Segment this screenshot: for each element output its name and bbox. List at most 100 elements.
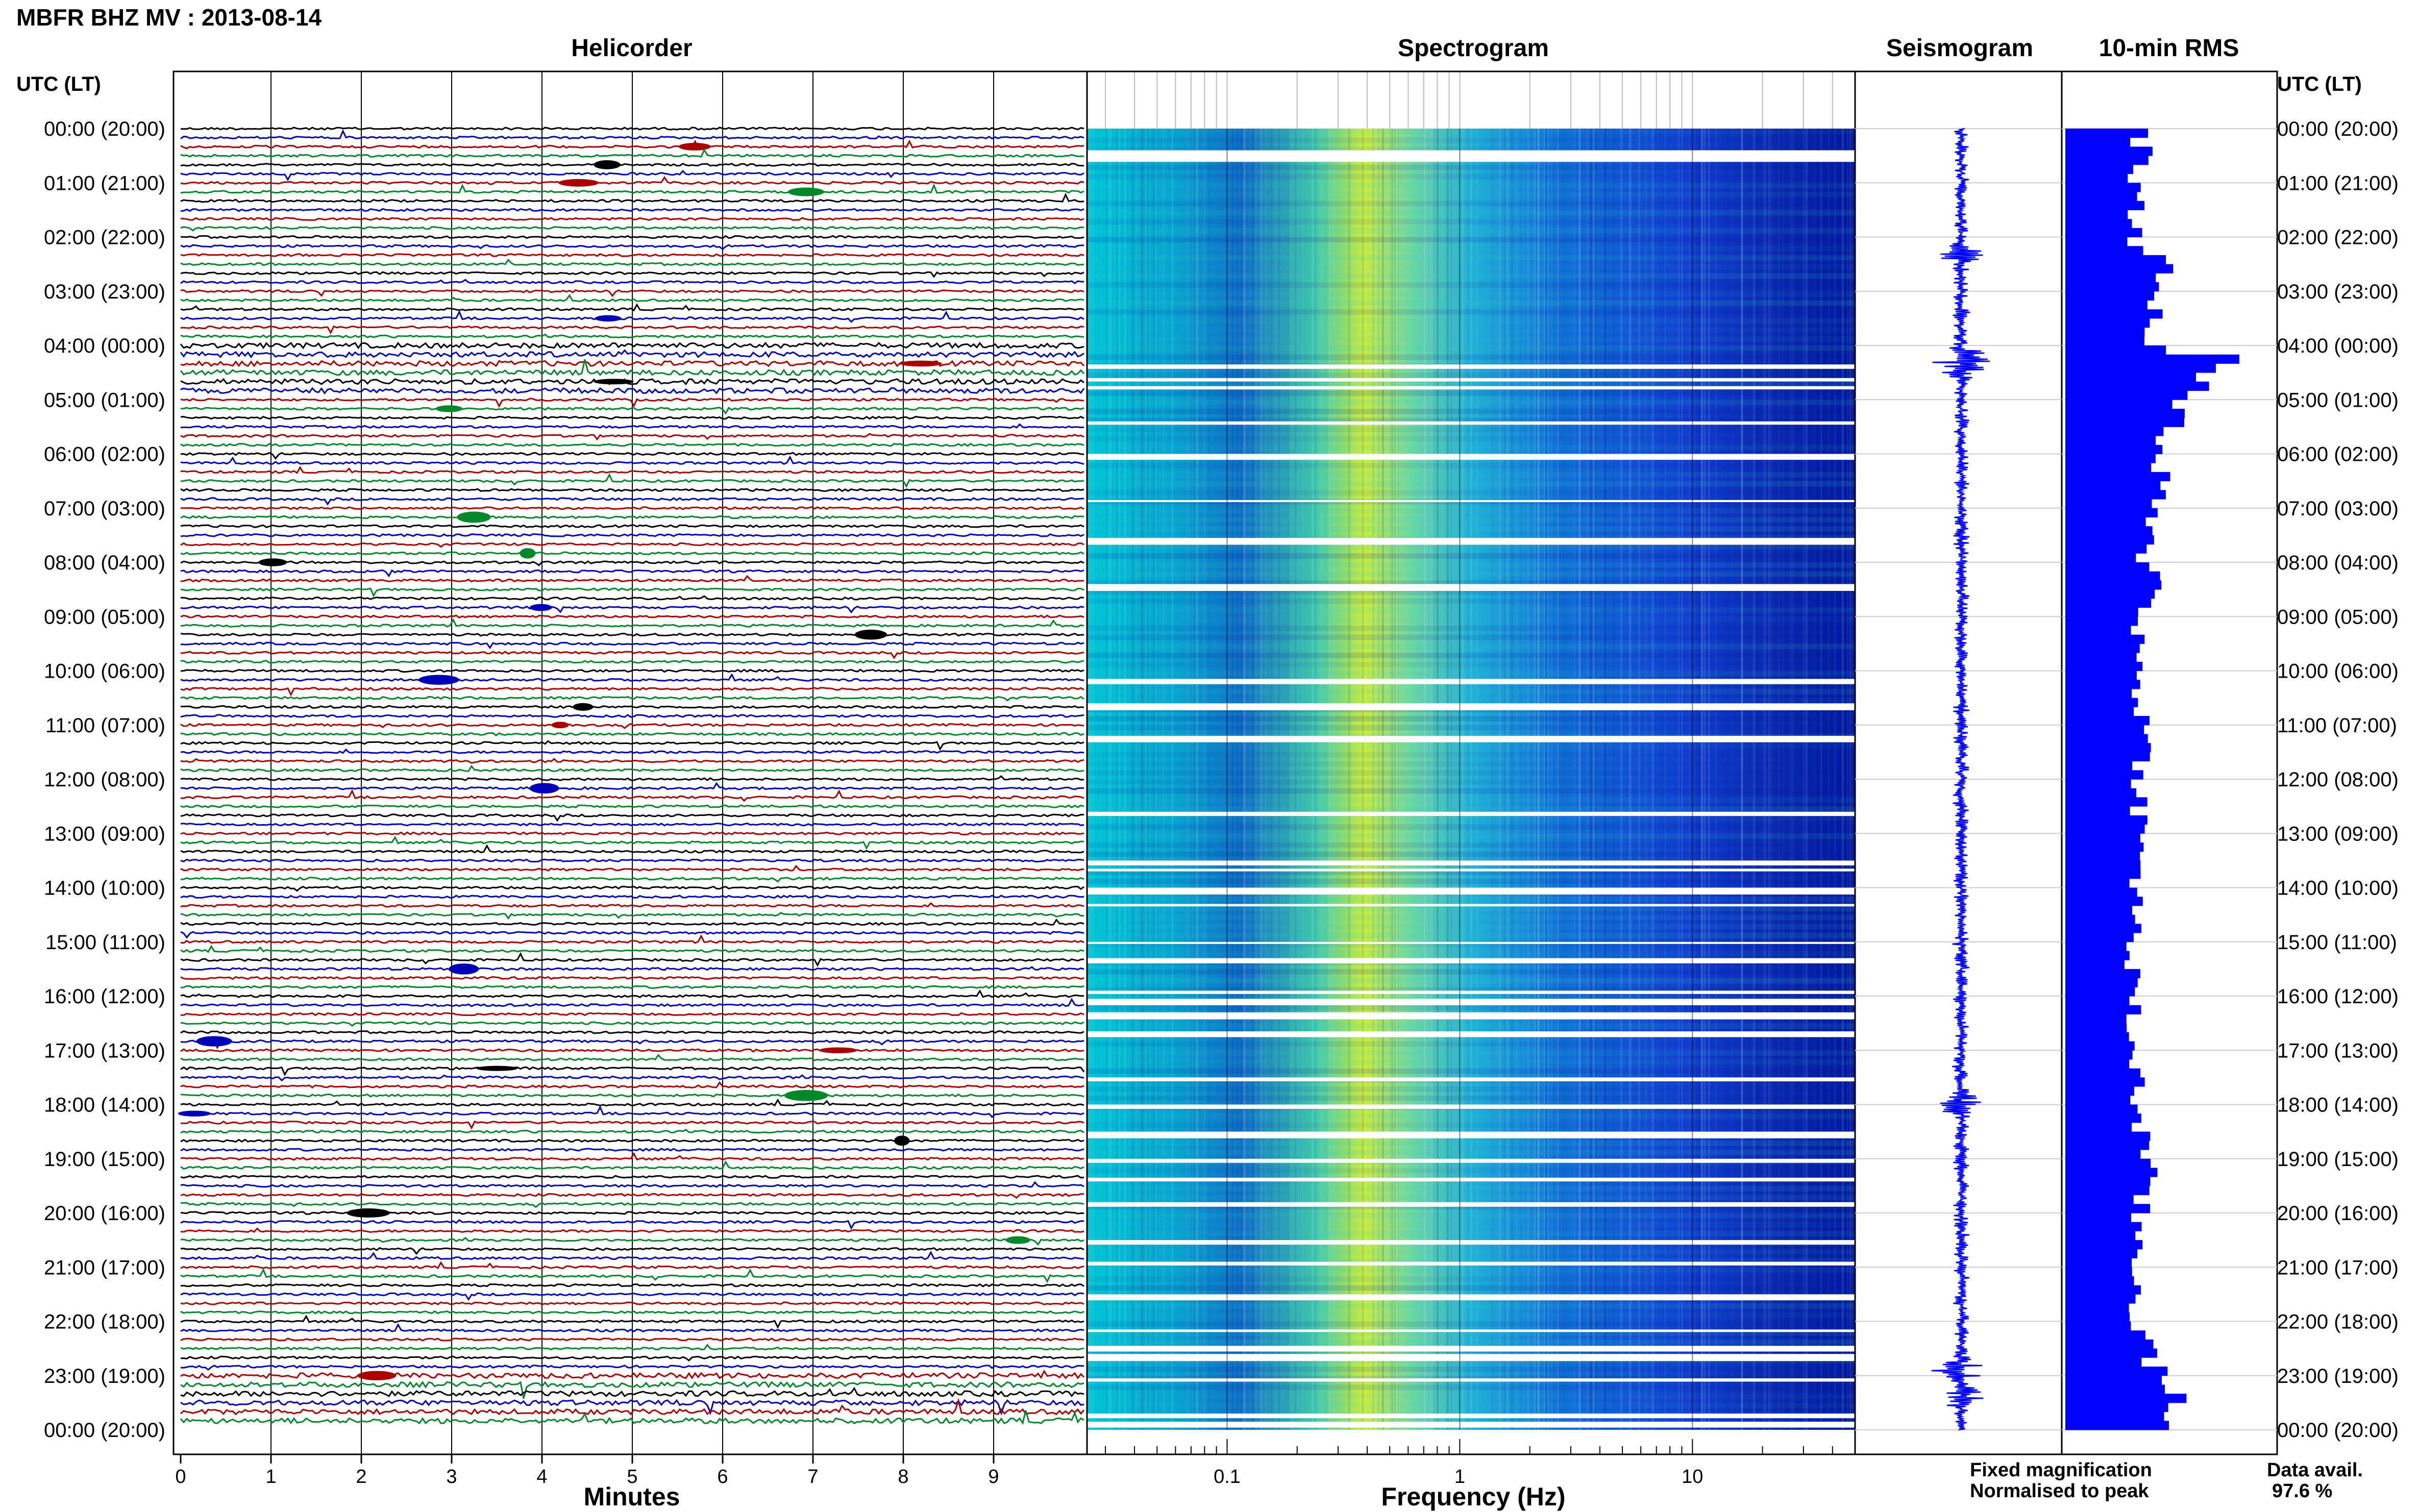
helicorder-trace [180, 1292, 1084, 1301]
spectrogram-texture [1708, 129, 1710, 1430]
time-label-left: 12:00 (08:00) [44, 769, 165, 791]
spectrogram-row [1087, 842, 1855, 848]
spectrogram-texture [1348, 129, 1350, 1430]
helicorder-trace [180, 952, 1084, 967]
spectrogram-texture [1467, 129, 1469, 1430]
spectrogram-texture [1438, 129, 1439, 1430]
spectrogram-texture [1301, 129, 1303, 1430]
rms-bar [2065, 1375, 2162, 1385]
helicorder-trace [180, 723, 1084, 729]
spectrogram-texture [1242, 129, 1245, 1430]
spectrogram-row [1087, 1231, 1855, 1236]
helicorder-trace [180, 1202, 1084, 1208]
spectrogram-texture [1163, 129, 1165, 1430]
helicorder-trace [181, 641, 1084, 650]
rms-bar [2065, 1357, 2142, 1367]
helicorder-trace [180, 1066, 1085, 1076]
spectrogram-row [1087, 806, 1855, 812]
rms-bar [2065, 1258, 2132, 1268]
helicorder-trace [180, 183, 1084, 194]
helicorder-trace [180, 1030, 1084, 1034]
spectrogram-row [1087, 345, 1855, 351]
helicorder-trace [180, 714, 1084, 718]
spectrogram-texture [1093, 129, 1094, 1430]
helicorder-trace [180, 378, 1084, 386]
helicorder-event [1005, 1236, 1030, 1244]
spectrogram-texture [1424, 129, 1426, 1430]
spectrogram-row [1087, 607, 1855, 613]
time-labels: 00:00 (20:00) 00:00 (20:00) 01:00 (21:00) 0… [44, 118, 2399, 1442]
spectrogram-row [1087, 201, 1855, 207]
helicorder-trace [180, 587, 1084, 598]
spectrogram-texture [1262, 129, 1263, 1430]
spectrogram-texture [1192, 129, 1193, 1430]
spectrogram-texture [1754, 129, 1755, 1430]
spectrogram-texture [1609, 129, 1610, 1430]
helicorder-event [357, 1371, 397, 1380]
spectrogram-gap [1087, 1261, 1855, 1266]
helicorder-trace [180, 1365, 1084, 1371]
rms-bar [2065, 1303, 2129, 1313]
time-label-right: 21:00 (17:00) [2277, 1256, 2399, 1279]
spectrogram-texture [1537, 129, 1539, 1430]
spectrogram-texture [1842, 129, 1843, 1430]
helicorder-trace [180, 1054, 1084, 1061]
time-label-left: 10:00 (06:00) [44, 660, 165, 683]
spectrogram-texture [1603, 129, 1606, 1430]
spectrogram-texture [1545, 129, 1547, 1430]
helicorder-trace [180, 1048, 1084, 1053]
spectrogram-texture [1295, 129, 1297, 1430]
rms-bar [2065, 1122, 2132, 1132]
spectrogram-row [1087, 264, 1855, 270]
spectrogram-gap [1087, 454, 1855, 460]
rms-bar [2065, 1041, 2135, 1051]
helicorder-trace [180, 822, 1084, 827]
spectrogram-row [1087, 1267, 1855, 1273]
rms-bar [2065, 770, 2143, 780]
time-label-left: 00:00 (20:00) [44, 118, 165, 140]
helicorder-event [435, 405, 463, 412]
spectrogram-row [1087, 427, 1855, 432]
spectrogram-gap [1087, 1202, 1855, 1207]
spectrogram-texture [1105, 129, 1107, 1430]
rms-bar [2065, 1158, 2151, 1168]
spectrogram-texture [1788, 129, 1790, 1430]
rms-bar [2065, 318, 2150, 328]
spectrogram-texture [1203, 129, 1205, 1430]
spectrogram-texture [1547, 129, 1548, 1430]
helicorder-trace [180, 341, 1084, 350]
time-label-right: 18:00 (14:00) [2277, 1094, 2399, 1117]
helicorder-trace [180, 934, 1084, 944]
rms-bar [2065, 1023, 2127, 1033]
helicorder-trace [180, 433, 1084, 441]
time-label-left: 17:00 (13:00) [44, 1039, 165, 1062]
time-label-right: 22:00 (18:00) [2277, 1311, 2399, 1333]
spectrogram-gap [1087, 869, 1855, 872]
rms-bar [2065, 1240, 2143, 1250]
spectrogram-texture [1255, 129, 1256, 1430]
rms-bar [2065, 833, 2140, 843]
rms-bar [2065, 761, 2133, 771]
helicorder-trace [180, 686, 1084, 697]
helicorder-trace [180, 1301, 1084, 1305]
spectrogram-row [1087, 779, 1855, 785]
spectrogram-texture [1551, 129, 1552, 1430]
spectrogram-row [1087, 1276, 1855, 1282]
time-label-left: 07:00 (03:00) [44, 498, 165, 520]
helicorder-event [449, 963, 479, 975]
spectrogram-texture [1715, 129, 1717, 1430]
helicorder-event [476, 1065, 518, 1071]
spectrogram-texture [1562, 129, 1565, 1430]
helicorder-trace [180, 605, 1084, 614]
spectrogram-texture [1116, 129, 1119, 1430]
helicorder-trace [180, 1211, 1084, 1215]
spectrogram-row [1087, 626, 1855, 631]
helicorder-trace [180, 294, 1084, 303]
helicorder-trace [180, 515, 1084, 519]
rms-bar [2065, 924, 2141, 933]
helicorder-trace [180, 349, 1084, 359]
rms-bar [2065, 1068, 2141, 1078]
spectrogram-gap [1087, 703, 1855, 710]
rms-bar [2065, 806, 2130, 816]
helicorder-trace [180, 1098, 1084, 1107]
